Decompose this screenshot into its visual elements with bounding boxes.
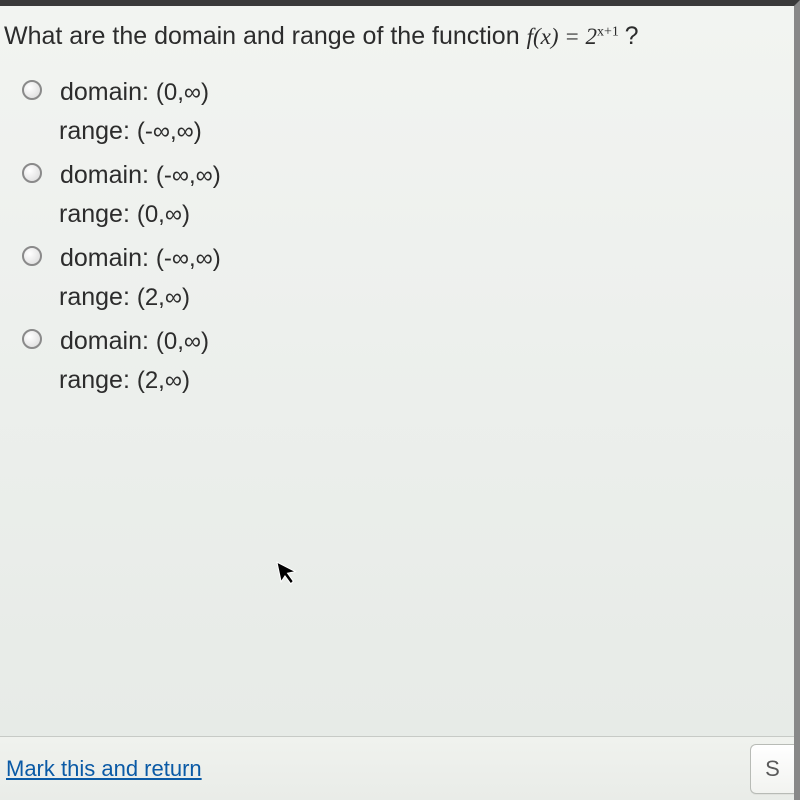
question-text: What are the domain and range of the fun… xyxy=(0,20,794,74)
question-prefix: What are the domain and range of the fun… xyxy=(4,22,527,50)
footer-bar: Mark this and return S xyxy=(0,736,794,800)
radio-icon[interactable] xyxy=(22,329,42,349)
radio-icon[interactable] xyxy=(22,163,42,183)
mark-and-return-link[interactable]: Mark this and return xyxy=(6,756,202,782)
option-4-text: domain: (0,∞) range: (2,∞) xyxy=(60,323,209,400)
option-2[interactable]: domain: (-∞,∞) range: (0,∞) xyxy=(22,157,794,234)
option-4[interactable]: domain: (0,∞) range: (2,∞) xyxy=(22,323,794,400)
option-3-text: domain: (-∞,∞) range: (2,∞) xyxy=(60,240,221,317)
option-3[interactable]: domain: (-∞,∞) range: (2,∞) xyxy=(22,240,794,317)
radio-icon[interactable] xyxy=(22,80,42,100)
question-function: f(x) = 2x+1 xyxy=(527,24,625,49)
option-2-text: domain: (-∞,∞) range: (0,∞) xyxy=(60,157,221,234)
radio-icon[interactable] xyxy=(22,246,42,266)
question-suffix: ? xyxy=(625,22,639,50)
option-1[interactable]: domain: (0,∞) range: (-∞,∞) xyxy=(22,74,794,151)
option-1-text: domain: (0,∞) range: (-∞,∞) xyxy=(60,74,209,151)
cursor-icon xyxy=(275,556,304,595)
quiz-panel: What are the domain and range of the fun… xyxy=(0,0,800,800)
submit-button[interactable]: S xyxy=(750,744,794,794)
options-group: domain: (0,∞) range: (-∞,∞) domain: (-∞,… xyxy=(0,74,794,400)
